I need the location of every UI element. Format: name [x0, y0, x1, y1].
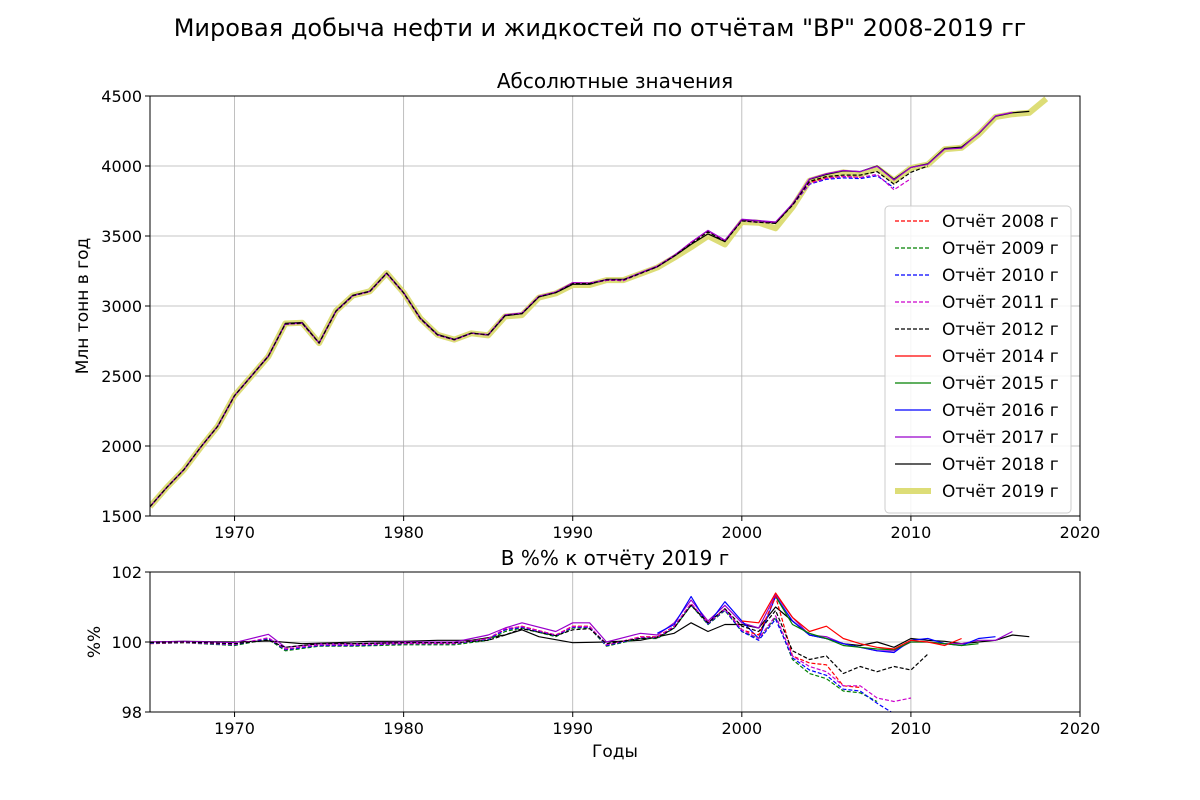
legend-label: Отчёт 2018 г	[942, 455, 1059, 475]
legend-label: Отчёт 2019 г	[942, 482, 1059, 502]
absolute-xtick-label: 1980	[383, 523, 424, 542]
percent-series-report-2012	[150, 604, 929, 675]
absolute-xtick-label: 1990	[552, 523, 593, 542]
percent-chart: В %% к отчёту 2019 г %% Годы 1970 1980 199…	[85, 546, 1100, 762]
percent-xtick-label: 1990	[552, 719, 593, 738]
percent-xtick-label: 2010	[891, 719, 932, 738]
absolute-ytick-label: 4000	[101, 157, 142, 176]
absolute-chart-ticks: 1970 1980 1990 2000 2010 2020 1500 2000 2500 3000…	[101, 87, 1100, 542]
absolute-chart-title: Абсолютные значения	[497, 69, 733, 93]
absolute-series-report-2011	[150, 173, 912, 508]
percent-ytick-label: 98	[122, 703, 142, 722]
legend-label: Отчёт 2014 г	[942, 347, 1059, 367]
percent-xtick-label: 1980	[383, 719, 424, 738]
absolute-chart-series	[150, 96, 1049, 509]
percent-series-report-2011	[150, 602, 912, 703]
absolute-xtick-label: 2000	[721, 523, 762, 542]
percent-xtick-label: 2020	[1060, 719, 1101, 738]
percent-chart-ylabel: %%	[85, 626, 105, 658]
absolute-series-report-2010	[150, 175, 895, 508]
percent-chart-ticks: 1970 1980 1990 2000 2010 2020 98 100 102	[111, 563, 1100, 738]
legend-label: Отчёт 2011 г	[942, 293, 1059, 313]
absolute-ytick-label: 3000	[101, 297, 142, 316]
percent-ytick-label: 100	[111, 633, 142, 652]
percent-chart-title: В %% к отчёту 2019 г	[501, 546, 730, 570]
percent-series-report-2014	[741, 592, 962, 650]
absolute-xtick-label: 1970	[214, 523, 255, 542]
absolute-chart-ylabel: Млн тонн в год	[73, 238, 93, 375]
absolute-series-report-2008	[150, 175, 861, 508]
legend-label: Отчёт 2012 г	[942, 320, 1059, 340]
figure-title: Мировая добыча нефти и жидкостей по отчё…	[174, 14, 1027, 42]
percent-series-report-2010	[150, 603, 893, 712]
percent-series-report-2018	[150, 606, 1030, 648]
percent-chart-xlabel: Годы	[592, 742, 638, 762]
absolute-series-report-2017	[150, 111, 1013, 507]
legend-label: Отчёт 2009 г	[942, 239, 1059, 259]
percent-series-report-2009	[150, 604, 878, 703]
percent-series-report-2015	[775, 596, 979, 651]
absolute-ytick-label: 3500	[101, 227, 142, 246]
absolute-xtick-label: 2010	[891, 523, 932, 542]
absolute-ytick-label: 4500	[101, 87, 142, 106]
legend-label: Отчёт 2016 г	[942, 401, 1059, 421]
legend-box	[884, 205, 1072, 514]
absolute-ytick-label: 2000	[101, 437, 142, 456]
percent-chart-series	[150, 592, 1030, 712]
legend: Отчёт 2008 г Отчёт 2009 г Отчёт 2010 г Отчё…	[884, 205, 1072, 514]
absolute-xtick-label: 2020	[1060, 523, 1101, 542]
percent-ytick-label: 102	[111, 563, 142, 582]
percent-xtick-label: 2000	[721, 719, 762, 738]
percent-xtick-label: 1970	[214, 719, 255, 738]
legend-label: Отчёт 2008 г	[942, 212, 1059, 232]
absolute-values-chart: Абсолютные значения Млн тонн в год 1970 1…	[73, 69, 1100, 542]
legend-label: Отчёт 2010 г	[942, 266, 1059, 286]
absolute-ytick-label: 1500	[101, 507, 142, 526]
absolute-series-report-2012	[150, 165, 929, 507]
absolute-ytick-label: 2500	[101, 367, 142, 386]
legend-label: Отчёт 2017 г	[942, 428, 1059, 448]
legend-label: Отчёт 2015 г	[942, 374, 1059, 394]
